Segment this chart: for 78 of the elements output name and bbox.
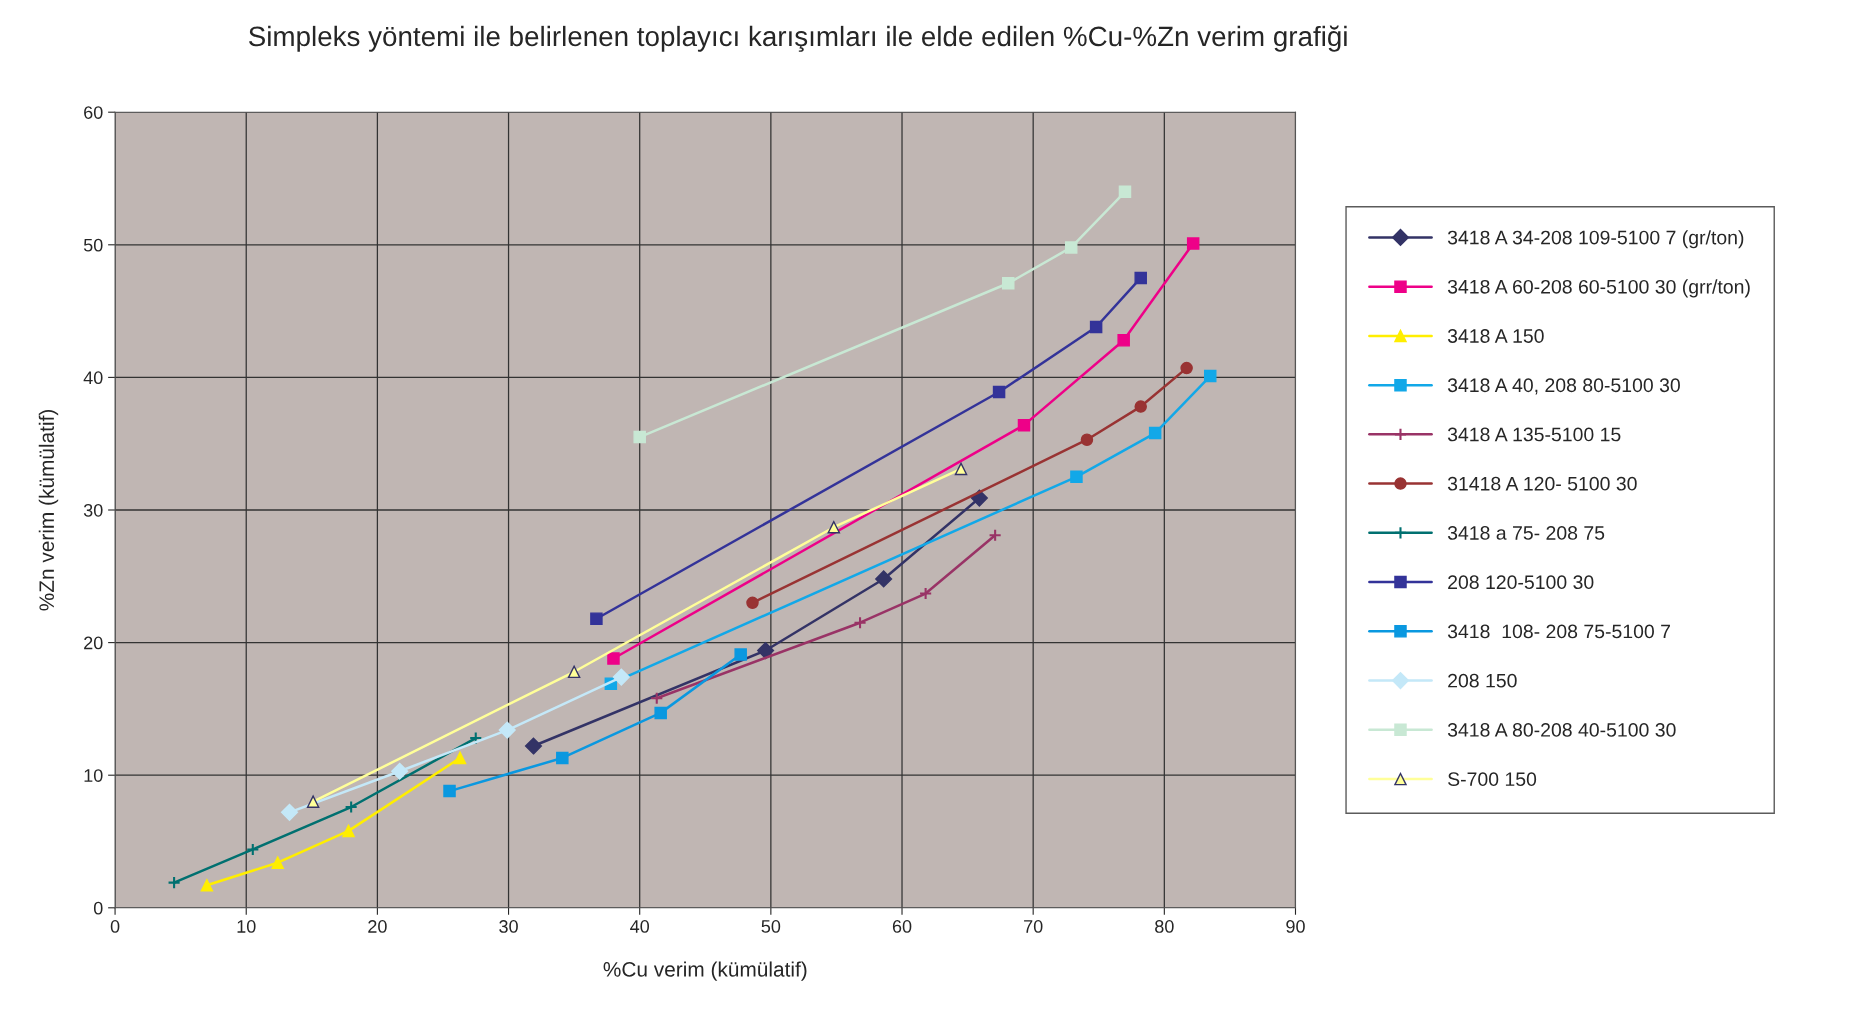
point — [853, 616, 867, 630]
point — [1118, 185, 1132, 199]
x-tick-label: 10 — [237, 920, 256, 933]
point — [875, 570, 893, 588]
point — [556, 751, 569, 765]
point — [443, 784, 456, 798]
point — [746, 596, 759, 610]
point — [271, 856, 284, 869]
point — [590, 612, 603, 625]
point — [524, 737, 543, 755]
y-tick-label: 30 — [83, 503, 103, 517]
point — [306, 795, 320, 808]
point — [954, 462, 968, 476]
x-tick-label: 50 — [761, 920, 781, 933]
point — [607, 652, 620, 665]
point — [1203, 369, 1217, 383]
x-tick-label: 90 — [1286, 920, 1305, 933]
legend-label: 31418 A 120- 5100 30 — [1447, 476, 1637, 491]
legend-label: 208 150 — [1448, 673, 1517, 688]
point — [391, 762, 409, 780]
x-axis-title: %Cu verim (kümülatif) — [603, 961, 807, 981]
point — [1148, 426, 1162, 440]
point — [453, 751, 467, 765]
legend-label: 3418 108- 208 75-5100 7 — [1447, 624, 1670, 639]
x-tick-label: 80 — [1155, 920, 1174, 933]
legend-label: S-700 150 — [1448, 772, 1537, 787]
point — [1134, 400, 1147, 413]
x-tick-label: 40 — [630, 920, 650, 933]
point — [992, 385, 1006, 399]
point — [1080, 433, 1094, 446]
legend-label: 3418 A 135-5100 15 — [1447, 427, 1621, 442]
chart-title: Simpleks yöntemi ile belirlenen toplayıcı karışımları ile elde edilen %Cu-%Zn verim grafiği — [249, 25, 1347, 52]
point — [1180, 361, 1193, 375]
y-axis-title: %Zn verim (kümülatif) — [38, 410, 59, 611]
point — [1070, 470, 1083, 484]
point — [1117, 334, 1130, 347]
legend-label: 3418 A 34-208 109-5100 7 (gr/ton) — [1447, 230, 1744, 249]
point — [988, 528, 1002, 542]
point — [1186, 237, 1200, 250]
y-tick-label: 60 — [84, 106, 103, 119]
x-tick-label: 60 — [892, 920, 912, 933]
legend-label: 3418 a 75- 208 75 — [1447, 526, 1605, 540]
point — [200, 879, 214, 892]
point — [1002, 277, 1015, 290]
point — [1089, 320, 1103, 334]
point — [567, 665, 581, 679]
point — [919, 586, 933, 601]
point — [1134, 271, 1147, 285]
y-tick-label: 0 — [93, 901, 103, 915]
x-tick-label: 70 — [1024, 920, 1043, 933]
point — [246, 842, 260, 857]
point — [344, 800, 358, 814]
y-tick-label: 40 — [83, 371, 103, 385]
point — [280, 803, 299, 821]
legend-label: 208 120-5100 30 — [1448, 575, 1594, 590]
point — [1064, 241, 1078, 254]
point — [757, 642, 775, 660]
legend-label: 3418 A 40, 208 80-5100 30 — [1447, 378, 1680, 395]
y-tick-label: 20 — [84, 636, 103, 650]
x-tick-label: 20 — [368, 920, 387, 933]
point — [167, 876, 181, 890]
y-tick-label: 10 — [84, 769, 103, 782]
y-tick-label: 50 — [83, 238, 103, 252]
point — [734, 648, 747, 661]
legend-label: 3418 A 80-208 40-5100 30 — [1447, 723, 1676, 737]
x-tick-label: 0 — [110, 920, 120, 933]
point — [342, 824, 355, 838]
x-tick-label: 30 — [499, 920, 518, 933]
point — [650, 691, 664, 705]
point — [654, 706, 667, 720]
point — [498, 721, 516, 739]
legend-label: 3418 A 60-208 60-5100 30 (grr/ton) — [1447, 279, 1750, 298]
point — [469, 731, 483, 745]
legend-label: 3418 A 150 — [1447, 329, 1544, 343]
point — [612, 668, 630, 686]
point — [633, 430, 646, 444]
point — [827, 520, 841, 534]
point — [1017, 418, 1031, 432]
